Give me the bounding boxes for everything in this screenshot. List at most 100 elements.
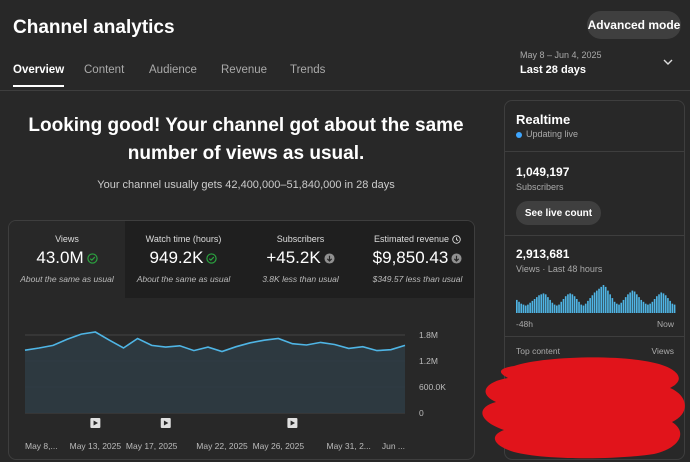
realtime-bar [667,298,669,313]
metric-value: 949.2K [125,248,242,268]
realtime-bar [520,303,523,313]
realtime-bar [556,305,558,313]
realtime-bar [669,300,671,313]
realtime-bar [569,293,571,313]
realtime-bar [624,297,627,313]
page-title: Channel analytics [13,17,175,38]
metric-label: Estimated revenue [359,234,474,244]
realtime-bar [573,296,576,313]
realtime-bar [547,297,549,313]
realtime-bar [567,294,569,313]
views-area [25,332,405,413]
realtime-bar [571,294,574,313]
realtime-bar [580,304,583,313]
metric-value: $9,850.43 [359,248,474,268]
advanced-mode-button[interactable]: Advanced mode [587,11,681,39]
arrow-down-circle-icon [451,253,462,264]
video-marker[interactable] [160,418,171,428]
x-tick-label: May 8,... [25,441,58,451]
realtime-bar [518,301,520,313]
y-tick-label: 1.2M [419,356,438,366]
realtime-bar [531,300,534,313]
metric-subscribers[interactable]: Subscribers +45.2K 3.8K less than usual [242,221,359,298]
x-tick-label: May 31, 2... [326,441,370,451]
overview-chart-card: Views 43.0M About the same as usual Watc… [8,220,475,460]
metric-value: +45.2K [242,248,359,268]
video-marker[interactable] [90,418,101,428]
realtime-bar [542,293,545,313]
realtime-bar [522,304,525,313]
realtime-bar [651,301,654,313]
y-tick-label: 1.8M [419,330,438,340]
summary-subline: Your channel usually gets 42,400,000–51,… [97,179,395,191]
metric-label-text: Estimated revenue [373,234,450,244]
metric-label: Views [55,234,79,244]
realtime-bar [664,295,667,313]
realtime-divider [505,336,684,337]
date-range-label: Last 28 days [520,64,587,76]
realtime-bar [618,304,620,313]
realtime-subscribers-label: Subscribers [516,182,564,192]
realtime-bar [638,297,640,313]
metric-label: Subscribers [276,234,325,244]
metric-views[interactable]: Views 43.0M About the same as usual [9,221,125,298]
realtime-views-bars [516,285,676,313]
realtime-bar [533,299,536,313]
realtime-bar [671,303,674,313]
realtime-bar [529,302,531,313]
realtime-bar [587,300,589,313]
live-dot-icon [516,131,522,138]
date-range-selector[interactable]: May 8 – Jun 4, 2025 Last 28 days [520,50,682,78]
realtime-bar [562,299,565,313]
tab-revenue[interactable]: Revenue [221,64,268,76]
realtime-bar [636,294,638,313]
realtime-bar [536,297,538,313]
realtime-bar [516,299,518,313]
realtime-bar [596,290,598,313]
realtime-bar [656,296,658,313]
realtime-bar [527,304,529,313]
realtime-bar [662,293,665,313]
realtime-bar [591,295,594,313]
realtime-subscribers: 1,049,197 [516,165,570,179]
realtime-bar [553,304,556,313]
metric-watch-time[interactable]: Watch time (hours) 949.2K About the same… [125,221,242,298]
y-tick-label: 600.0K [419,382,446,392]
tab-overview[interactable]: Overview [13,64,65,87]
realtime-divider [505,151,684,152]
realtime-bar [593,292,596,313]
tab-trends[interactable]: Trends [290,64,326,76]
realtime-bar [598,288,600,313]
metric-note: 3.8K less than usual [262,274,339,284]
views-chart: 1.8M 1.2M 600.0K 0 May 8,... May 13, 2025 May … [24,330,446,451]
realtime-bar [544,294,547,313]
realtime-bar [578,301,580,313]
realtime-views-label: Views · Last 48 hours [516,264,603,274]
x-tick-label: May 26, 2025 [253,441,305,451]
realtime-bar [611,298,614,313]
redaction-scribble [482,357,685,459]
realtime-bar [589,298,591,313]
realtime-bar [629,292,631,313]
realtime-bar [620,302,623,313]
realtime-bar [551,302,554,313]
metric-revenue[interactable]: Estimated revenue $9,850.43 $349.57 less… [359,221,474,298]
realtime-views: 2,913,681 [516,247,570,261]
realtime-bar [549,299,551,313]
realtime-bar [633,291,636,313]
see-live-count-button[interactable]: See live count [516,201,601,225]
views-line[interactable] [24,331,406,353]
metric-note: About the same as usual [20,274,114,284]
tab-content[interactable]: Content [84,64,125,76]
date-range-dates: May 8 – Jun 4, 2025 [520,50,602,60]
tab-audience[interactable]: Audience [149,64,197,76]
metric-value-text: +45.2K [266,248,321,267]
clock-icon [452,235,461,244]
realtime-bar [631,290,634,313]
video-marker[interactable] [287,418,298,428]
top-content-metric: Views [651,346,674,356]
realtime-bar [660,292,663,313]
realtime-bar [627,294,629,313]
realtime-bar [602,285,605,313]
realtime-divider [505,235,684,236]
